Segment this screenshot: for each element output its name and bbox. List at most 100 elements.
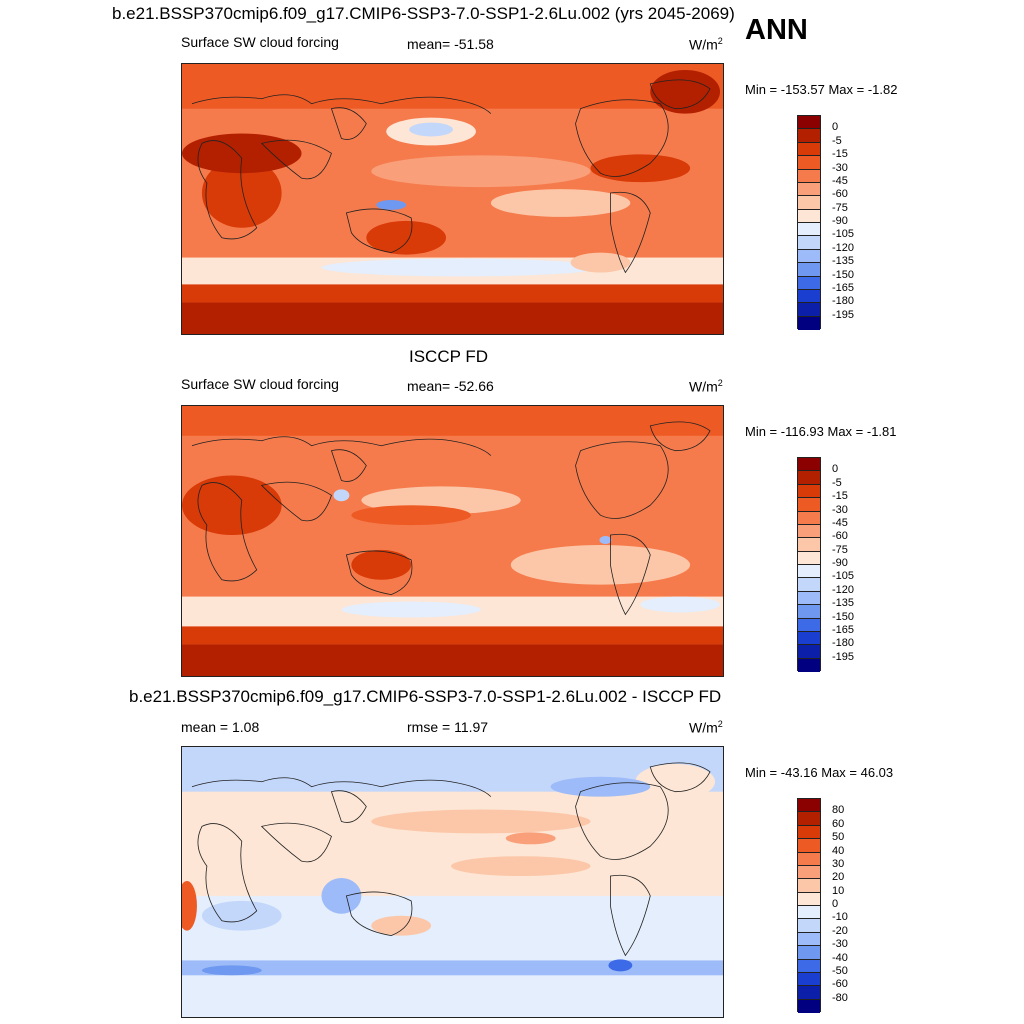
- panel1-mean: mean= -51.58: [407, 36, 494, 52]
- colorbar-swatch: [798, 116, 820, 130]
- colorbar-swatch: [798, 658, 820, 672]
- colorbar-label: -105: [832, 570, 855, 583]
- colorbar-label: -60: [832, 530, 848, 543]
- colorbar-swatch: [798, 812, 820, 826]
- colorbar-swatch: [798, 471, 820, 485]
- panel3-units: W/m2: [689, 719, 723, 736]
- colorbar-label: 40: [832, 844, 845, 857]
- colorbar-label: -15: [832, 490, 848, 503]
- colorbar-label: -165: [832, 623, 855, 636]
- panel3-colorbar: [797, 798, 821, 1013]
- colorbar-label: -180: [832, 637, 855, 650]
- colorbar-label: -75: [832, 543, 848, 556]
- colorbar-swatch: [798, 169, 820, 183]
- colorbar-label: 30: [832, 857, 845, 870]
- panel2-title: ISCCP FD: [409, 347, 489, 366]
- panel2-units: W/m2: [689, 378, 723, 395]
- panel3-rmse: rmse = 11.97: [407, 719, 489, 735]
- colorbar-swatch: [798, 972, 820, 987]
- colorbar-swatch: [798, 263, 820, 277]
- panel1-units: W/m2: [689, 36, 723, 53]
- colorbar-label: -40: [832, 951, 848, 964]
- colorbar-label: -105: [832, 228, 855, 241]
- colorbar-label: -120: [832, 583, 855, 596]
- colorbar-label: 60: [832, 817, 845, 830]
- panel1-variable: Surface SW cloud forcing: [181, 34, 339, 50]
- colorbar-swatch: [798, 919, 820, 933]
- colorbar-swatch: [798, 906, 820, 920]
- panel2-map: [181, 405, 724, 677]
- colorbar-swatch: [798, 316, 820, 330]
- colorbar-label: -30: [832, 503, 848, 516]
- colorbar-swatch: [798, 209, 820, 223]
- panel1-map: [181, 63, 724, 335]
- panel2-mean: mean= -52.66: [407, 378, 494, 394]
- colorbar-label: 80: [832, 804, 845, 817]
- colorbar-swatch: [798, 618, 820, 632]
- season-label: ANN: [745, 14, 808, 46]
- colorbar-swatch: [798, 129, 820, 143]
- colorbar-label: -30: [832, 938, 848, 951]
- colorbar-swatch: [798, 932, 820, 947]
- colorbar-swatch: [798, 591, 820, 606]
- colorbar-label: -15: [832, 148, 848, 161]
- colorbar-label: -80: [832, 991, 848, 1004]
- colorbar-swatch: [798, 276, 820, 290]
- colorbar-swatch: [798, 196, 820, 210]
- panel2-colorbar: [797, 457, 821, 672]
- colorbar-swatch: [798, 799, 820, 813]
- colorbar-label: 50: [832, 831, 845, 844]
- panel3-minmax: Min = -43.16 Max = 46.03: [745, 765, 894, 780]
- colorbar-swatch: [798, 498, 820, 512]
- panel2-variable: Surface SW cloud forcing: [181, 376, 339, 392]
- colorbar-label: -30: [832, 161, 848, 174]
- panel2-minmax: Min = -116.93 Max = -1.81: [745, 424, 897, 439]
- colorbar-label: -150: [832, 268, 855, 281]
- colorbar-swatch: [798, 839, 820, 853]
- colorbar-swatch: [798, 578, 820, 592]
- colorbar-swatch: [798, 879, 820, 893]
- panel1-colorbar: [797, 115, 821, 330]
- colorbar-label: 0: [832, 121, 839, 134]
- colorbar-swatch: [798, 524, 820, 539]
- colorbar-label: 10: [832, 884, 845, 897]
- colorbar-label: -5: [832, 134, 842, 147]
- colorbar-swatch: [798, 852, 820, 866]
- colorbar-label: -45: [832, 516, 848, 529]
- colorbar-label: -180: [832, 295, 855, 308]
- colorbar-swatch: [798, 249, 820, 264]
- colorbar-label: -60: [832, 978, 848, 991]
- panel3-title: b.e21.BSSP370cmip6.f09_g17.CMIP6-SSP3-7.…: [129, 687, 722, 706]
- colorbar-label: -120: [832, 241, 855, 254]
- colorbar-label: -5: [832, 476, 842, 489]
- colorbar-label: -195: [832, 308, 855, 321]
- colorbar-swatch: [798, 645, 820, 659]
- colorbar-swatch: [798, 156, 820, 170]
- colorbar-label: -20: [832, 924, 848, 937]
- colorbar-label: -45: [832, 174, 848, 187]
- colorbar-label: -90: [832, 557, 848, 569]
- panel3-mean: mean = 1.08: [181, 719, 260, 735]
- colorbar-swatch: [798, 458, 820, 472]
- colorbar-swatch: [798, 999, 820, 1013]
- colorbar-swatch: [798, 631, 820, 646]
- colorbar-swatch: [798, 142, 820, 157]
- colorbar-swatch: [798, 865, 820, 880]
- colorbar-swatch: [798, 303, 820, 317]
- colorbar-label: -90: [832, 215, 848, 227]
- colorbar-label: -60: [832, 188, 848, 201]
- colorbar-label: -75: [832, 201, 848, 214]
- colorbar-swatch: [798, 946, 820, 960]
- colorbar-label: 20: [832, 871, 845, 884]
- colorbar-swatch: [798, 959, 820, 973]
- colorbar-swatch: [798, 511, 820, 525]
- panel1-minmax: Min = -153.57 Max = -1.82: [745, 82, 898, 97]
- colorbar-label: 0: [832, 898, 839, 910]
- colorbar-label: -195: [832, 650, 855, 663]
- colorbar-swatch: [798, 223, 820, 237]
- colorbar-label: -165: [832, 281, 855, 294]
- colorbar-label: -10: [832, 911, 848, 924]
- colorbar-swatch: [798, 236, 820, 250]
- colorbar-swatch: [798, 986, 820, 1000]
- colorbar-swatch: [798, 892, 820, 906]
